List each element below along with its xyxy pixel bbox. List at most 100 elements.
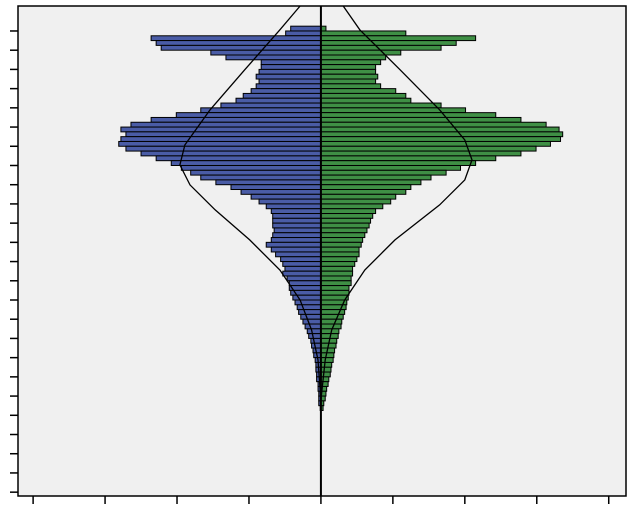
bar: [242, 92, 322, 99]
bar: [320, 352, 335, 359]
bar: [282, 261, 322, 267]
bar: [320, 285, 350, 291]
bar: [320, 213, 374, 219]
bar: [320, 160, 477, 166]
bar: [272, 232, 322, 239]
bar: [125, 145, 322, 152]
bar: [230, 184, 322, 191]
bar: [260, 59, 322, 66]
bar: [320, 376, 330, 383]
bar: [320, 289, 350, 296]
bar: [302, 318, 322, 325]
bar: [320, 193, 397, 200]
bar: [320, 97, 412, 104]
bar: [320, 237, 364, 243]
bar: [150, 35, 322, 42]
bar: [120, 136, 322, 142]
bar: [320, 78, 377, 85]
bar: [272, 222, 322, 229]
bar: [320, 265, 354, 272]
bar: [170, 160, 322, 166]
bar: [320, 92, 407, 99]
bar: [320, 246, 360, 253]
bar: [320, 361, 333, 368]
bar: [320, 256, 358, 263]
bar: [320, 222, 370, 229]
bar: [294, 299, 322, 306]
bar: [320, 366, 332, 373]
bar: [155, 40, 322, 46]
bar: [180, 164, 322, 171]
bar: [275, 251, 322, 258]
bar: [280, 256, 322, 263]
bar: [320, 131, 564, 138]
bar: [272, 217, 322, 224]
bar: [250, 193, 322, 200]
bar: [320, 116, 522, 123]
bar: [240, 189, 322, 195]
bar: [296, 304, 322, 311]
bar: [255, 83, 322, 90]
density-curve: [320, 5, 473, 401]
bar: [320, 126, 560, 133]
plot-frame: [17, 5, 627, 497]
bar: [200, 107, 322, 114]
density-curve: [179, 5, 322, 401]
bar: [320, 261, 356, 267]
bar: [265, 203, 322, 210]
bar: [320, 294, 349, 301]
bar: [320, 371, 331, 378]
bar: [320, 59, 382, 66]
bar: [288, 280, 322, 287]
bar: [250, 88, 322, 94]
bar: [265, 241, 322, 248]
bar: [286, 275, 322, 282]
bar: [258, 198, 322, 205]
bar: [270, 237, 322, 243]
bar: [320, 217, 372, 224]
bar: [320, 184, 412, 191]
bar: [260, 64, 322, 70]
bar: [320, 227, 368, 234]
bar: [220, 102, 322, 109]
bar: [300, 313, 322, 320]
bar: [258, 78, 322, 85]
bar: [310, 337, 322, 344]
bar: [190, 169, 322, 176]
bar: [258, 68, 322, 75]
bar: [272, 213, 322, 219]
bar: [270, 246, 322, 253]
bar: [320, 164, 462, 171]
bar: [270, 208, 322, 215]
bar: [320, 54, 387, 61]
bar: [320, 357, 334, 363]
bar: [282, 270, 322, 277]
bar: [140, 150, 322, 157]
bar: [200, 174, 322, 181]
bar: [320, 40, 457, 46]
bar: [320, 313, 344, 320]
bar: [320, 174, 432, 181]
bar: [320, 88, 397, 94]
bar: [320, 44, 442, 51]
bar: [320, 145, 537, 152]
bar: [225, 54, 322, 61]
bar: [320, 155, 497, 162]
bar: [320, 136, 562, 142]
bar: [320, 102, 442, 109]
bar: [235, 97, 322, 104]
bar: [320, 270, 354, 277]
bar: [285, 30, 322, 37]
bar: [320, 64, 377, 70]
bar: [320, 121, 547, 128]
bar: [273, 227, 322, 234]
bar: [320, 35, 477, 42]
bar: [320, 275, 352, 282]
bar: [210, 49, 322, 56]
bar: [308, 333, 322, 339]
bar: [320, 73, 379, 80]
bar: [320, 251, 360, 258]
bar: [320, 280, 352, 287]
bar: [320, 318, 343, 325]
bar: [311, 342, 322, 349]
